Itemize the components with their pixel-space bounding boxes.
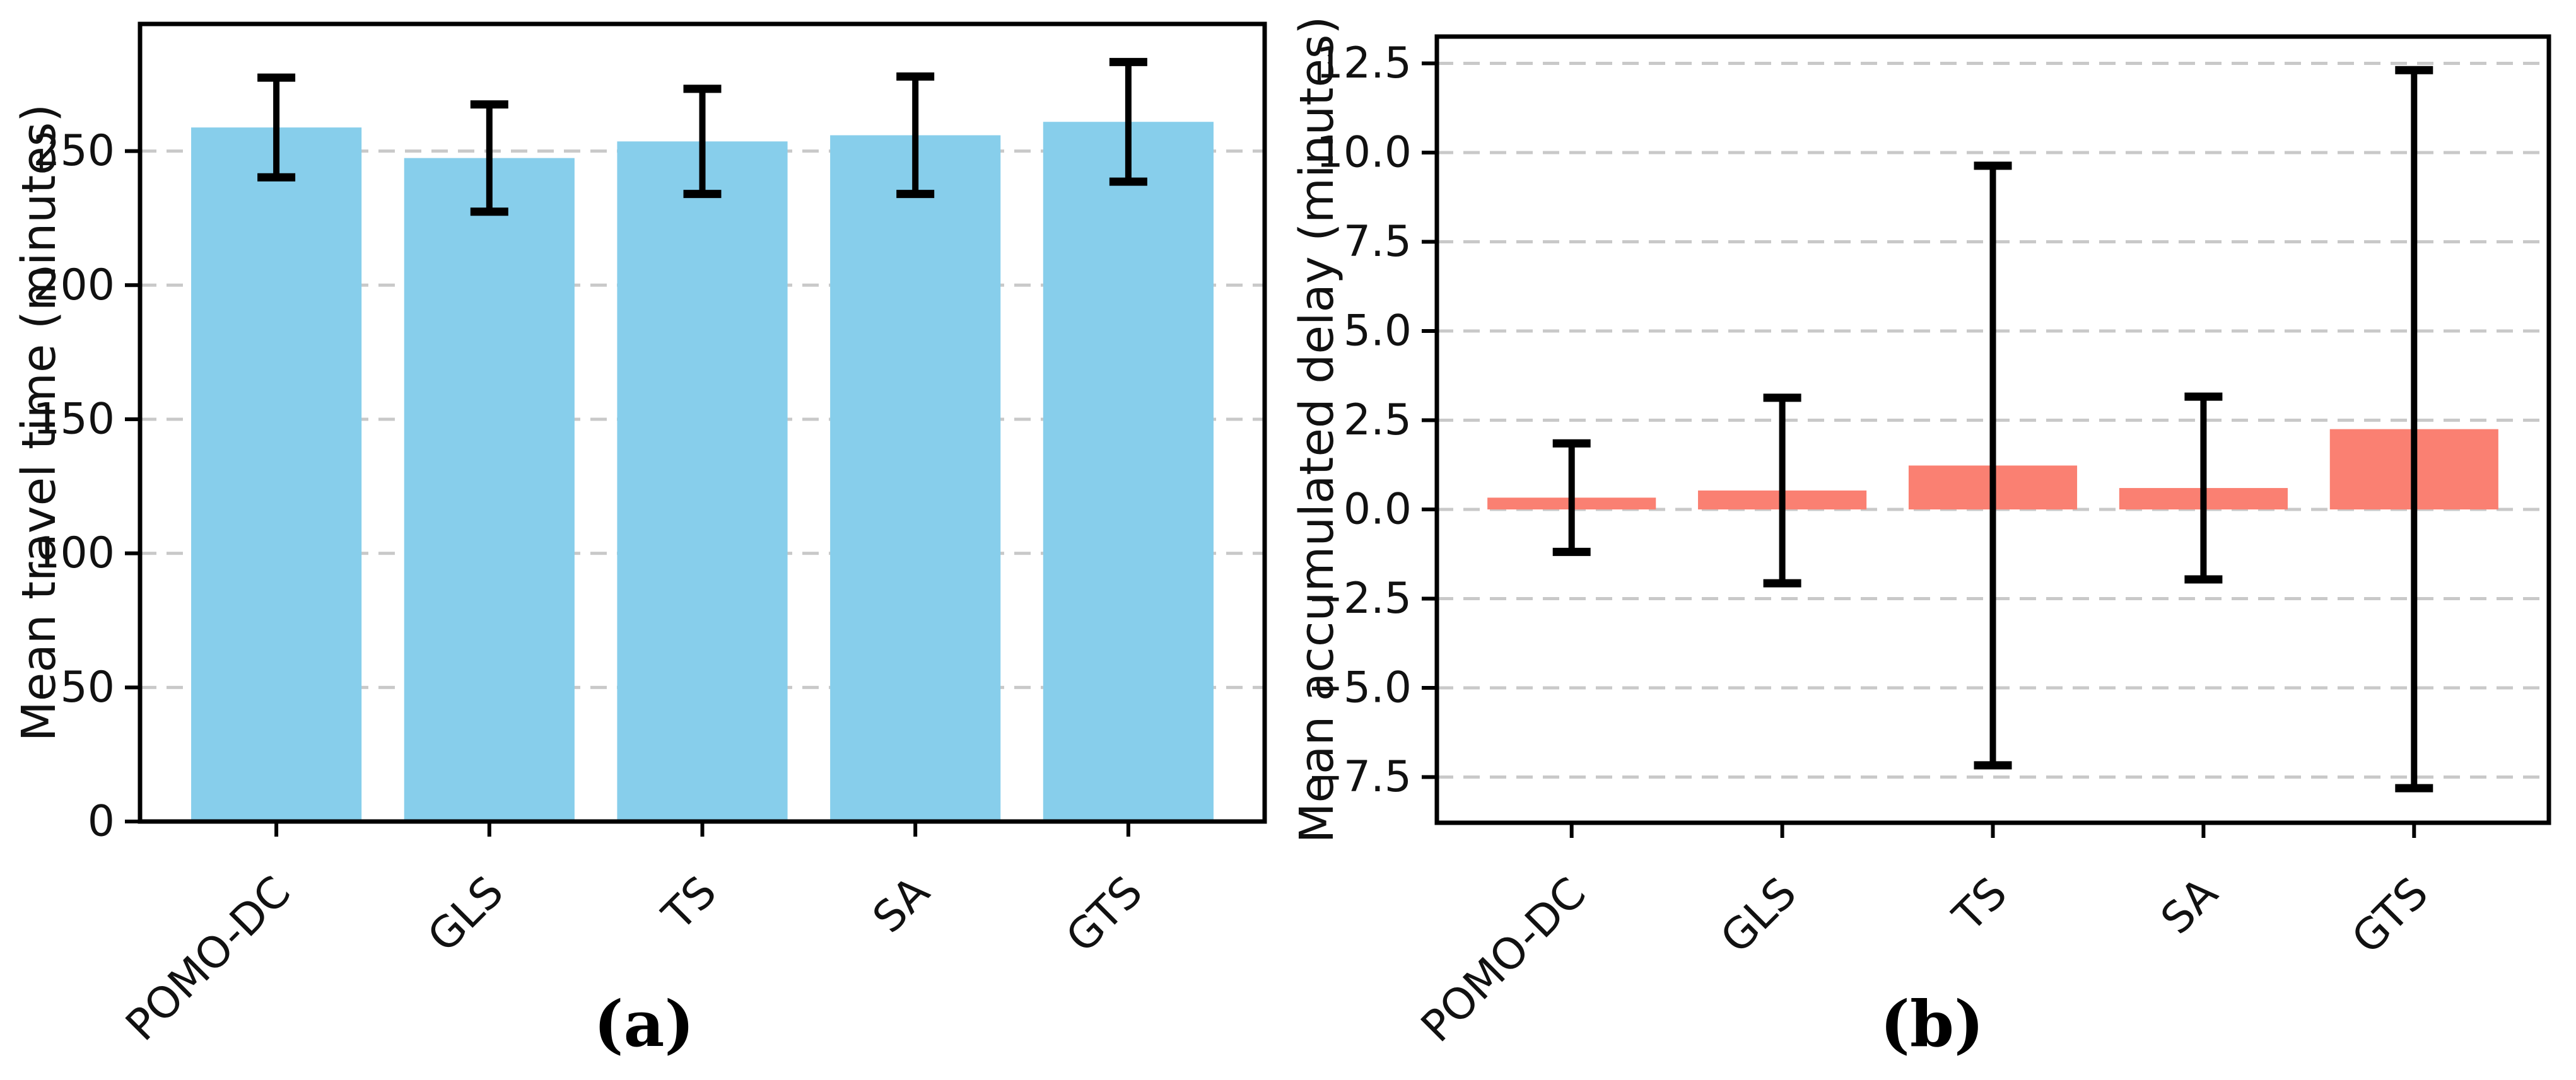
- y-tick-label: 150: [33, 394, 115, 444]
- error-bar-POMO-DC: [257, 73, 296, 182]
- y-tick-label: −5.0: [1308, 663, 1412, 713]
- y-tick-label: 12.5: [1316, 38, 1412, 88]
- error-bar-SA: [896, 72, 935, 199]
- panel-a: 0 50 100 150 200 250 POMO-DC GLS TS SA GTS Mean tra…: [12, 21, 1267, 1061]
- x-tick-label-GTS: GTS: [1057, 867, 1152, 962]
- panel-b: −7.5 −5.0 −2.5 0.0 2.5 5.0 7.5 10.0 12.5 POMO-DC G…: [1288, 0, 2576, 1080]
- y-tick-label: 250: [33, 126, 115, 176]
- bar-SA: [830, 135, 1001, 822]
- y-tick-label: 7.5: [1344, 217, 1412, 267]
- error-bar-GTS: [2395, 66, 2433, 793]
- y-tick-label: 0: [88, 797, 115, 847]
- y-tick-label: −7.5: [1308, 752, 1412, 802]
- y-axis-label: Mean accumulated delay (minutes): [1290, 16, 1344, 844]
- y-tick-label: −2.5: [1308, 574, 1412, 624]
- y-tick-label: 10.0: [1316, 127, 1412, 177]
- y-tick-label: 2.5: [1344, 395, 1412, 445]
- error-bar-POMO-DC: [1552, 439, 1591, 556]
- caption-b: (b): [1880, 987, 1984, 1061]
- error-bar-SA: [2184, 392, 2223, 584]
- y-tick-label: 50: [60, 663, 115, 712]
- x-tick-label-SA: SA: [864, 867, 939, 943]
- x-tick-label-SA: SA: [2152, 868, 2227, 944]
- x-tick-label-GTS: GTS: [2343, 868, 2438, 963]
- bar-TS: [617, 141, 788, 822]
- y-tick-label: 5.0: [1344, 306, 1412, 356]
- bar-GLS: [404, 158, 575, 822]
- x-tick-label-TS: TS: [1943, 868, 2017, 941]
- caption-a: (a): [594, 987, 694, 1061]
- error-bar-TS: [1974, 161, 2012, 770]
- bar-POMO-DC: [191, 127, 362, 822]
- x-tick-label-GLS: GLS: [418, 867, 513, 961]
- y-tick-label: 0.0: [1344, 485, 1412, 535]
- error-bar-GLS: [1763, 393, 1801, 588]
- y-tick-label: 200: [33, 260, 115, 310]
- x-tick-label-TS: TS: [653, 867, 726, 940]
- y-tick-label: 100: [33, 528, 115, 578]
- error-bar-GTS: [1109, 57, 1147, 186]
- bar-GTS: [1043, 122, 1214, 822]
- x-tick-label-GLS: GLS: [1711, 868, 1806, 963]
- error-bar-GLS: [470, 100, 508, 216]
- error-bar-TS: [683, 84, 722, 199]
- y-axis-label: Mean travel time (minutes): [12, 104, 66, 741]
